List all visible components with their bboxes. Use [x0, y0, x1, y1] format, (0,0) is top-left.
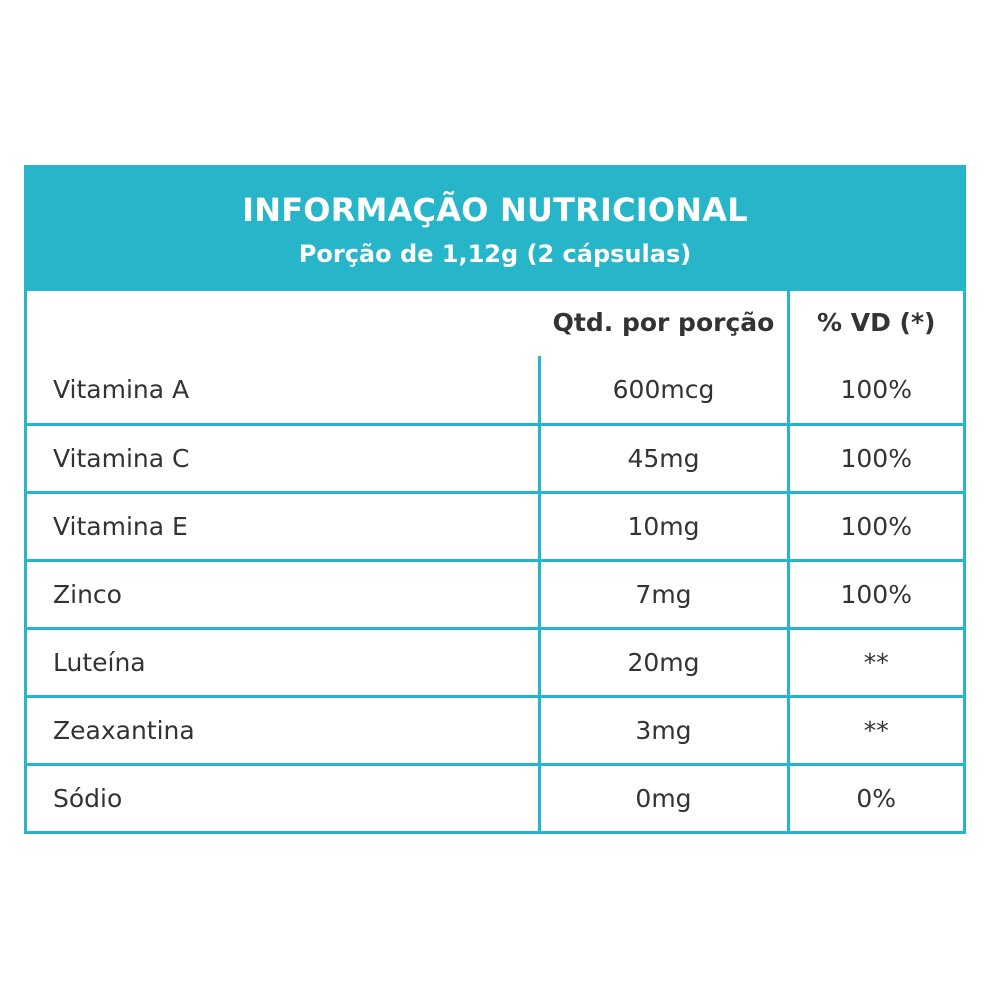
nutrition-facts-panel: INFORMAÇÃO NUTRICIONAL Porção de 1,12g (… [24, 165, 966, 834]
table-row: Vitamina E 10mg 100% [27, 490, 963, 562]
nutrient-amount: 7mg [537, 558, 790, 630]
nutrient-name: Zinco [27, 558, 541, 630]
nutrient-column-header [27, 288, 539, 356]
nutrient-amount: 3mg [537, 694, 790, 766]
nutrient-amount: 45mg [537, 422, 790, 494]
daily-value: ** [786, 626, 963, 698]
amount-column-header: Qtd. por porção [537, 288, 790, 356]
nutrition-title: INFORMAÇÃO NUTRICIONAL [242, 191, 748, 229]
daily-value: 100% [786, 490, 963, 562]
nutrient-amount: 10mg [537, 490, 790, 562]
nutrient-name: Zeaxantina [27, 694, 541, 766]
table-row: Sódio 0mg 0% [27, 762, 963, 832]
daily-value: ** [786, 694, 963, 766]
table-row: Zinco 7mg 100% [27, 558, 963, 630]
daily-value: 100% [786, 422, 963, 494]
nutrient-name: Sódio [27, 762, 541, 832]
daily-value: 100% [786, 356, 963, 426]
table-row: Vitamina C 45mg 100% [27, 422, 963, 494]
nutrition-header: INFORMAÇÃO NUTRICIONAL Porção de 1,12g (… [27, 168, 963, 291]
nutrient-amount: 20mg [537, 626, 790, 698]
nutrient-name: Vitamina A [27, 356, 541, 426]
nutrient-amount: 600mcg [537, 356, 790, 426]
serving-size: Porção de 1,12g (2 cápsulas) [298, 240, 692, 268]
table-row: Luteína 20mg ** [27, 626, 963, 698]
nutrition-table: Qtd. por porção % VD (*) Vitamina A 600m… [27, 288, 963, 832]
nutrient-name: Vitamina C [27, 422, 541, 494]
table-row: Vitamina A 600mcg 100% [27, 356, 963, 426]
table-row: Zeaxantina 3mg ** [27, 694, 963, 766]
daily-value-column-header: % VD (*) [786, 288, 963, 356]
nutrient-name: Vitamina E [27, 490, 541, 562]
daily-value: 100% [786, 558, 963, 630]
column-header-row: Qtd. por porção % VD (*) [27, 288, 963, 356]
nutrient-amount: 0mg [537, 762, 790, 832]
nutrient-name: Luteína [27, 626, 541, 698]
daily-value: 0% [786, 762, 963, 832]
